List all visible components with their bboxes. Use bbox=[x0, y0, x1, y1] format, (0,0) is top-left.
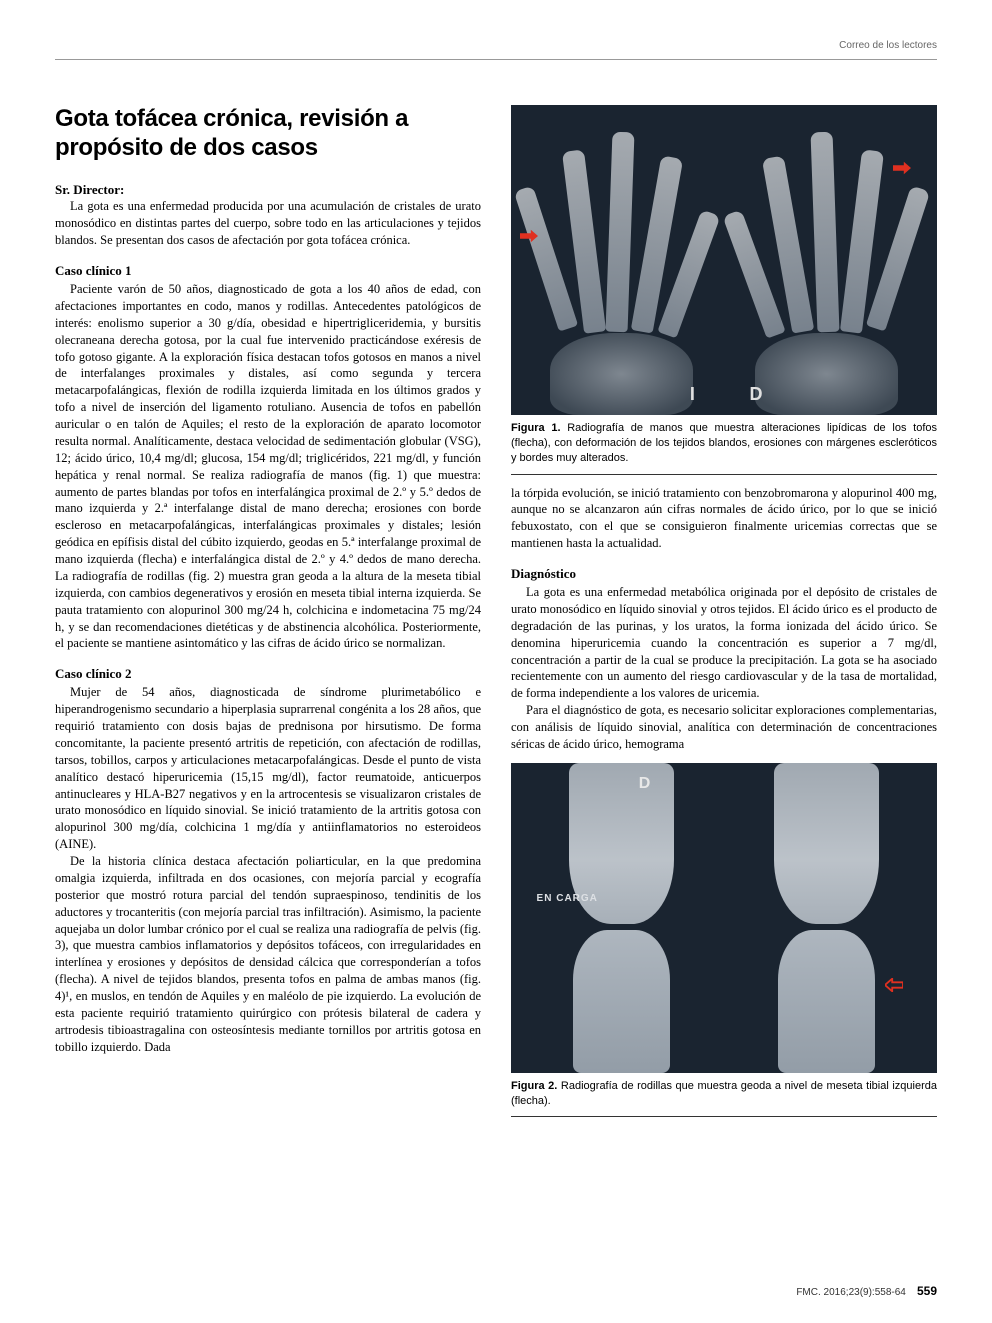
arrow-icon bbox=[885, 978, 903, 992]
diagnosis-paragraph-1: La gota es una enfermedad metabólica ori… bbox=[511, 584, 937, 702]
finger-bone bbox=[606, 132, 635, 333]
case1-body: Paciente varón de 50 años, diagnosticado… bbox=[55, 281, 481, 652]
arrow-icon bbox=[520, 229, 538, 243]
figure-1-label: Figura 1. bbox=[511, 422, 561, 434]
section-label: Correo de los lectores bbox=[839, 40, 937, 51]
figure-2-label: Figura 2. bbox=[511, 1080, 557, 1092]
case2-heading: Caso clínico 2 bbox=[55, 666, 481, 682]
article-title: Gota tofácea crónica, revisión a propósi… bbox=[55, 105, 481, 163]
figure-2-caption-text: Radiografía de rodillas que muestra geod… bbox=[511, 1080, 937, 1107]
footer-citation: FMC. 2016;23(9):558-64 bbox=[796, 1287, 906, 1298]
case2-paragraph-2: De la historia clínica destaca afectació… bbox=[55, 853, 481, 1056]
figure-1-caption-text: Radiografía de manos que muestra alterac… bbox=[511, 422, 937, 464]
right-text-block: la tórpida evolución, se inició tratamie… bbox=[511, 485, 937, 753]
diagnosis-paragraph-2: Para el diagnóstico de gota, es necesari… bbox=[511, 702, 937, 753]
figure-1-image: I D bbox=[511, 105, 937, 415]
tibia-bone bbox=[573, 930, 670, 1073]
continuation-paragraph: la tórpida evolución, se inició tratamie… bbox=[511, 485, 937, 553]
tibia-bone bbox=[778, 930, 875, 1073]
palm-bone bbox=[550, 333, 693, 415]
palm-bone bbox=[755, 333, 898, 415]
case1-heading: Caso clínico 1 bbox=[55, 263, 481, 279]
xray-marker-d: D bbox=[750, 384, 763, 405]
finger-bone bbox=[810, 132, 839, 333]
xray-overlay-text: EN CARGA bbox=[537, 893, 598, 904]
running-header: Correo de los lectores bbox=[55, 40, 937, 60]
left-column: Gota tofácea crónica, revisión a propósi… bbox=[55, 105, 481, 1127]
xray-knee-left bbox=[733, 763, 920, 1073]
case2-paragraph-1: Mujer de 54 años, diagnosticada de síndr… bbox=[55, 684, 481, 853]
xray-knee-right bbox=[528, 763, 715, 1073]
salutation: Sr. Director: bbox=[55, 182, 124, 197]
figure-1: I D Figura 1. Radiografía de manos que m… bbox=[511, 105, 937, 475]
xray-marker-d: D bbox=[639, 775, 651, 793]
xray-hand-left bbox=[520, 121, 724, 416]
figure-2-caption: Figura 2. Radiografía de rodillas que mu… bbox=[511, 1073, 937, 1118]
intro-paragraph: La gota es una enfermedad producida por … bbox=[55, 198, 481, 249]
diagnosis-heading: Diagnóstico bbox=[511, 566, 937, 582]
page-footer: FMC. 2016;23(9):558-64 559 bbox=[796, 1284, 937, 1298]
page-number: 559 bbox=[917, 1284, 937, 1298]
femur-bone bbox=[774, 763, 879, 924]
right-column: I D Figura 1. Radiografía de manos que m… bbox=[511, 105, 937, 1127]
salutation-line: Sr. Director: bbox=[55, 181, 481, 199]
arrow-icon bbox=[893, 161, 911, 175]
figure-2-image: D EN CARGA bbox=[511, 763, 937, 1073]
figure-2: D EN CARGA Figura 2. Radiografía de rodi… bbox=[511, 763, 937, 1118]
xray-marker-i: I bbox=[690, 384, 695, 405]
figure-1-caption: Figura 1. Radiografía de manos que muest… bbox=[511, 415, 937, 475]
